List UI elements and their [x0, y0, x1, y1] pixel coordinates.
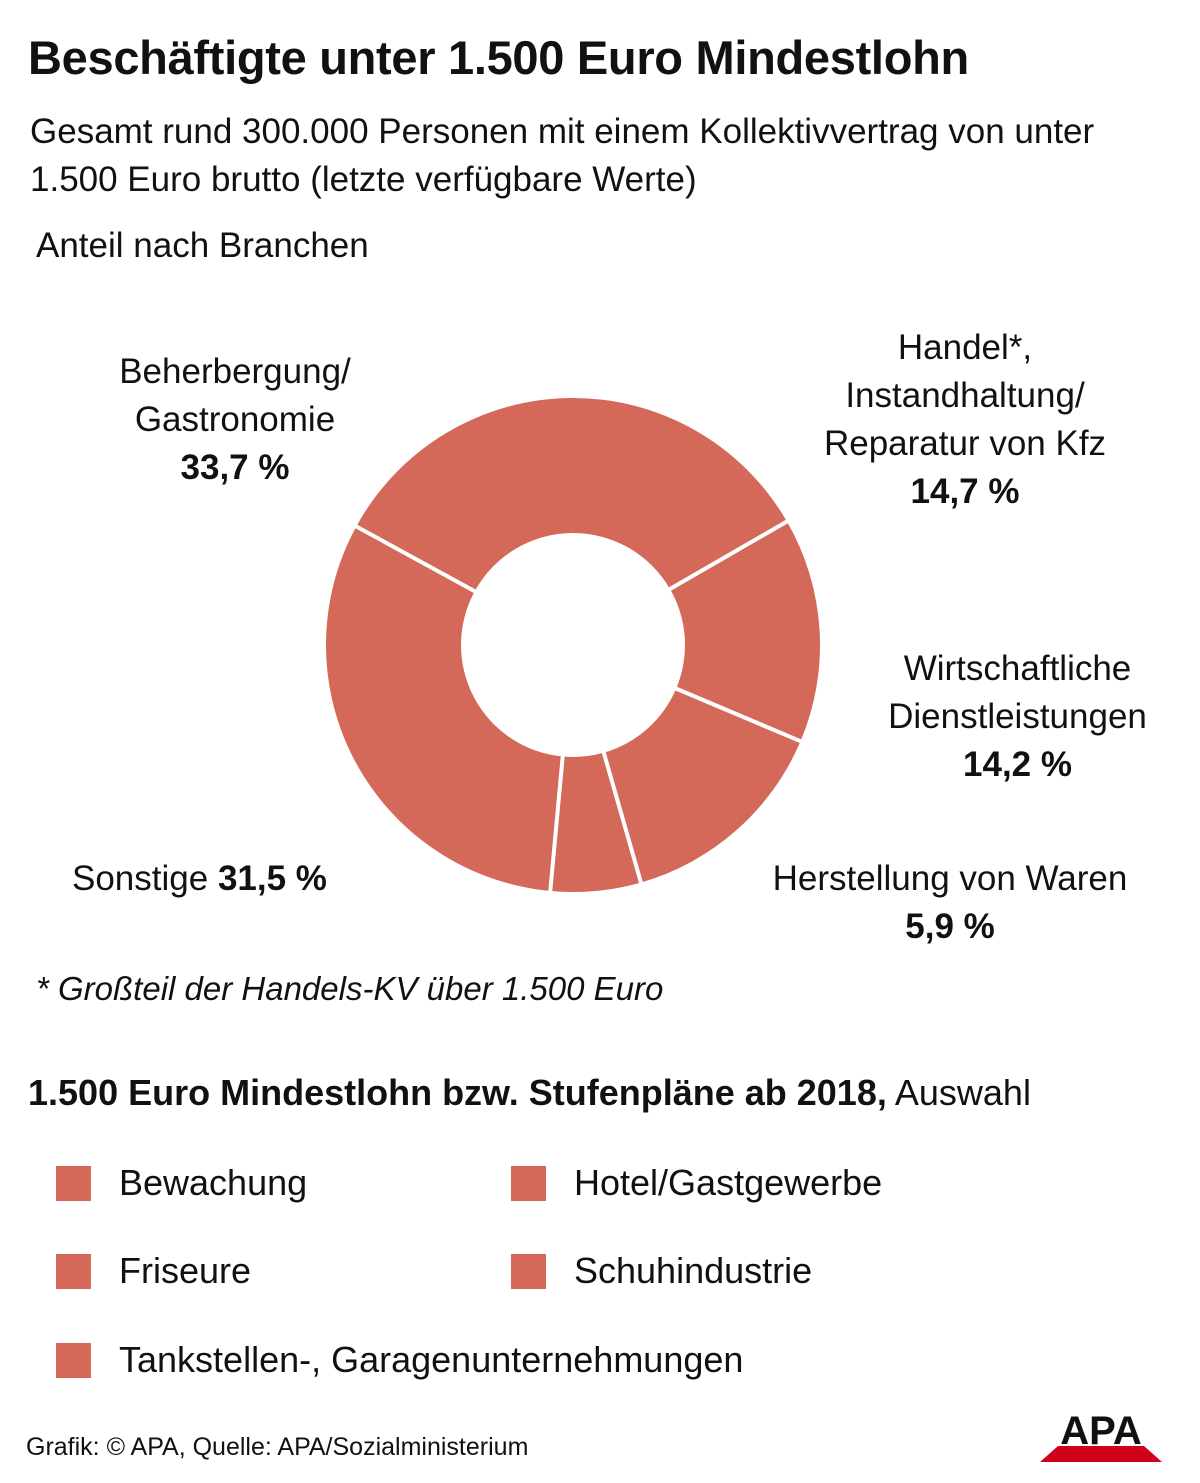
- slice-separator: [601, 751, 644, 884]
- slice-label-line: Wirtschaftliche: [903, 649, 1132, 688]
- slice-label-line: Handel*,: [897, 328, 1033, 367]
- slice-label-line: Sonstige: [72, 859, 209, 898]
- list-item-label: Hotel/Gastgewerbe: [574, 1162, 883, 1203]
- list-item: Hotel/Gastgewerbe: [511, 1162, 882, 1204]
- slice-label-herstellung: Herstellung von Waren 5,9 %: [730, 855, 1170, 951]
- slice-value-label: 14,2 %: [963, 745, 1072, 784]
- donut-slice-sonstige: [325, 526, 563, 891]
- list-item-label: Bewachung: [119, 1162, 308, 1203]
- slice-label-line: Instandhaltung/: [845, 376, 1085, 415]
- square-bullet-icon: [56, 1165, 91, 1201]
- square-bullet-icon: [511, 1253, 546, 1289]
- square-bullet-icon: [56, 1342, 91, 1378]
- slice-separator: [668, 519, 789, 592]
- list-item: Friseure: [56, 1250, 251, 1292]
- list-item: Schuhindustrie: [511, 1250, 812, 1292]
- slice-label-line: Herstellung von Waren: [772, 859, 1128, 898]
- donut-slice-herstellung: [550, 752, 641, 892]
- list-item: Tankstellen-, Garagenunternehmungen: [56, 1339, 743, 1381]
- slice-label-sonstige: Sonstige 31,5 %: [72, 855, 392, 903]
- donut-slice-beherbergung: [356, 398, 787, 592]
- footnote: * Großteil der Handels-KV über 1.500 Eur…: [36, 970, 664, 1007]
- list-item: Bewachung: [56, 1162, 307, 1204]
- slice-value-label: 33,7 %: [180, 448, 290, 487]
- apa-logo: APA: [1040, 1409, 1162, 1462]
- slice-value-label: 5,9 %: [905, 907, 995, 946]
- slice-separator: [674, 686, 803, 744]
- slice-value-label: 31,5 %: [217, 859, 327, 898]
- list-heading-regular: Auswahl: [894, 1072, 1031, 1113]
- slice-separator: [548, 755, 565, 893]
- slice-separator: [354, 524, 477, 594]
- slice-label-handel: Handel*, Instandhaltung/ Reparatur von K…: [790, 324, 1140, 516]
- source-credit: Grafik: © APA, Quelle: APA/Sozialministe…: [26, 1433, 529, 1461]
- section-label: Anteil nach Branchen: [36, 226, 369, 265]
- chart-title: Beschäftigte unter 1.500 Euro Mindestloh…: [28, 31, 969, 84]
- list-item-label: Friseure: [119, 1250, 252, 1291]
- slice-label-line: Beherbergung/: [119, 352, 351, 391]
- list-heading: 1.500 Euro Mindestlohn bzw. Stufenpläne …: [28, 1072, 1031, 1114]
- donut-chart: [325, 398, 820, 893]
- list-heading-bold: 1.500 Euro Mindestlohn bzw. Stufenpläne …: [28, 1072, 887, 1113]
- slice-label-line: Gastronomie: [134, 400, 336, 439]
- square-bullet-icon: [511, 1165, 546, 1201]
- slice-label-line: Dienstleistungen: [888, 697, 1147, 736]
- logo-text: APA: [1060, 1409, 1141, 1453]
- chart-subtitle: Gesamt rund 300.000 Personen mit einem K…: [30, 112, 1095, 199]
- logo-mark-shape: [1040, 1446, 1162, 1462]
- donut-slice-handel: [669, 521, 820, 742]
- donut-slice-dienstleistungen: [603, 688, 801, 883]
- list-item-label: Schuhindustrie: [574, 1250, 813, 1291]
- slice-label-beherbergung: Beherbergung/ Gastronomie 33,7 %: [70, 348, 400, 492]
- slice-value-label: 14,7 %: [910, 472, 1020, 511]
- slice-label-dienstleistungen: Wirtschaftliche Dienstleistungen 14,2 %: [850, 645, 1185, 789]
- slice-label-line: Reparatur von Kfz: [823, 424, 1107, 463]
- list-item-label: Tankstellen-, Garagenunternehmungen: [119, 1339, 744, 1380]
- square-bullet-icon: [56, 1253, 91, 1289]
